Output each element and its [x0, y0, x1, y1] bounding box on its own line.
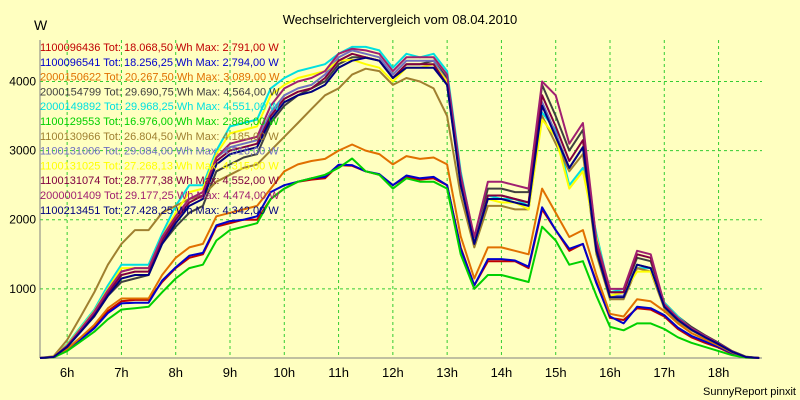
- x-tick-label: 18h: [708, 365, 730, 380]
- legend-entry: 2000001409 Tot: 29.177,25 Wh Max: 4.474,…: [40, 190, 280, 202]
- series-7: [39, 67, 760, 359]
- y-tick-label: 2000: [9, 213, 36, 227]
- legend-entry: 1100096541 Tot: 18.256,25 Wh Max: 2.794,…: [40, 57, 279, 69]
- legend-entry: 2000154799 Tot: 29.690,75 Wh Max: 4.564,…: [40, 86, 280, 98]
- series-11: [39, 47, 760, 359]
- x-tick-labels: 6h 7h 8h 9h 10h 11h 12h 13h 14h 15h 16h 17h 18h: [60, 365, 730, 380]
- x-tick-label: 6h: [60, 365, 74, 380]
- y-axis-label: W: [34, 17, 48, 33]
- legend-entry: 1100131006 Tot: 29.084,00 Wh Max: 4.516,…: [40, 146, 279, 158]
- series-line: [39, 157, 760, 359]
- x-tick-label: 9h: [223, 365, 237, 380]
- series-line: [39, 143, 760, 359]
- x-tick-label: 7h: [114, 365, 128, 380]
- x-tick-label: 17h: [653, 365, 675, 380]
- series-line: [39, 52, 760, 359]
- x-tick-label: 15h: [545, 365, 567, 380]
- y-tick-label: 1000: [9, 282, 36, 296]
- x-tick-label: 10h: [273, 365, 295, 380]
- series-2: [39, 163, 760, 359]
- legend-entry: 1100096436 Tot: 18.068,50 Wh Max: 2.791,…: [40, 42, 279, 54]
- series-group: [39, 45, 760, 359]
- plot-area: [40, 40, 762, 358]
- legend-entry: 2000149892 Tot: 29.968,25 Wh Max: 4.551,…: [40, 101, 280, 113]
- y-tick-labels: 1000 2000 3000 4000: [9, 74, 36, 295]
- x-tick-label: 8h: [168, 365, 182, 380]
- legend-entry: 1100131025 Tot: 27.268,13 Wh Max: 4.315,…: [40, 160, 279, 172]
- series-3: [39, 143, 760, 359]
- y-tick-label: 3000: [9, 144, 36, 158]
- chart-title: Wechselrichtervergleich vom 08.04.2010: [283, 12, 518, 27]
- x-tick-label: 14h: [491, 365, 513, 380]
- legend-entry: 1100213451 Tot: 27.428,25 Wh Max: 4.342,…: [40, 205, 279, 217]
- series-6: [39, 157, 760, 359]
- legend-entry: 1100131074 Tot: 28.777,38 Wh Max: 4.552,…: [40, 175, 279, 187]
- series-line: [39, 67, 760, 359]
- legend-entry: 1100130966 Tot: 26.804,50 Wh Max: 4.185,…: [40, 131, 279, 143]
- legend: 1100096436 Tot: 18.068,50 Wh Max: 2.791,…: [40, 42, 280, 217]
- series-10: [39, 52, 760, 359]
- legend-entry: 2000150622 Tot: 20.267,50 Wh Max: 3.089,…: [40, 72, 280, 84]
- x-tick-label: 13h: [436, 365, 458, 380]
- x-tick-label: 12h: [382, 365, 404, 380]
- x-tick-label: 16h: [599, 365, 621, 380]
- y-tick-label: 4000: [9, 74, 36, 88]
- legend-entry: 1100129553 Tot: 16.976,00 Wh Max: 2.886,…: [40, 116, 279, 128]
- footer-credit: SunnyReport pinxit: [703, 386, 796, 398]
- series-12: [39, 56, 760, 359]
- series-line: [39, 163, 760, 359]
- x-tick-label: 11h: [328, 365, 349, 380]
- series-line: [39, 47, 760, 359]
- series-line: [39, 56, 760, 359]
